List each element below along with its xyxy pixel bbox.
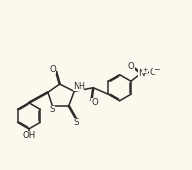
Text: H: H [79,82,84,91]
Text: OH: OH [22,131,36,140]
Text: S: S [74,118,79,127]
Text: O: O [49,65,56,74]
Text: O: O [128,62,135,71]
Text: O: O [149,68,156,77]
Text: N: N [73,82,80,91]
Text: S: S [49,105,55,114]
Text: N: N [138,69,144,78]
Text: −: − [153,65,160,74]
Text: +: + [142,67,148,73]
Text: O: O [91,98,98,107]
